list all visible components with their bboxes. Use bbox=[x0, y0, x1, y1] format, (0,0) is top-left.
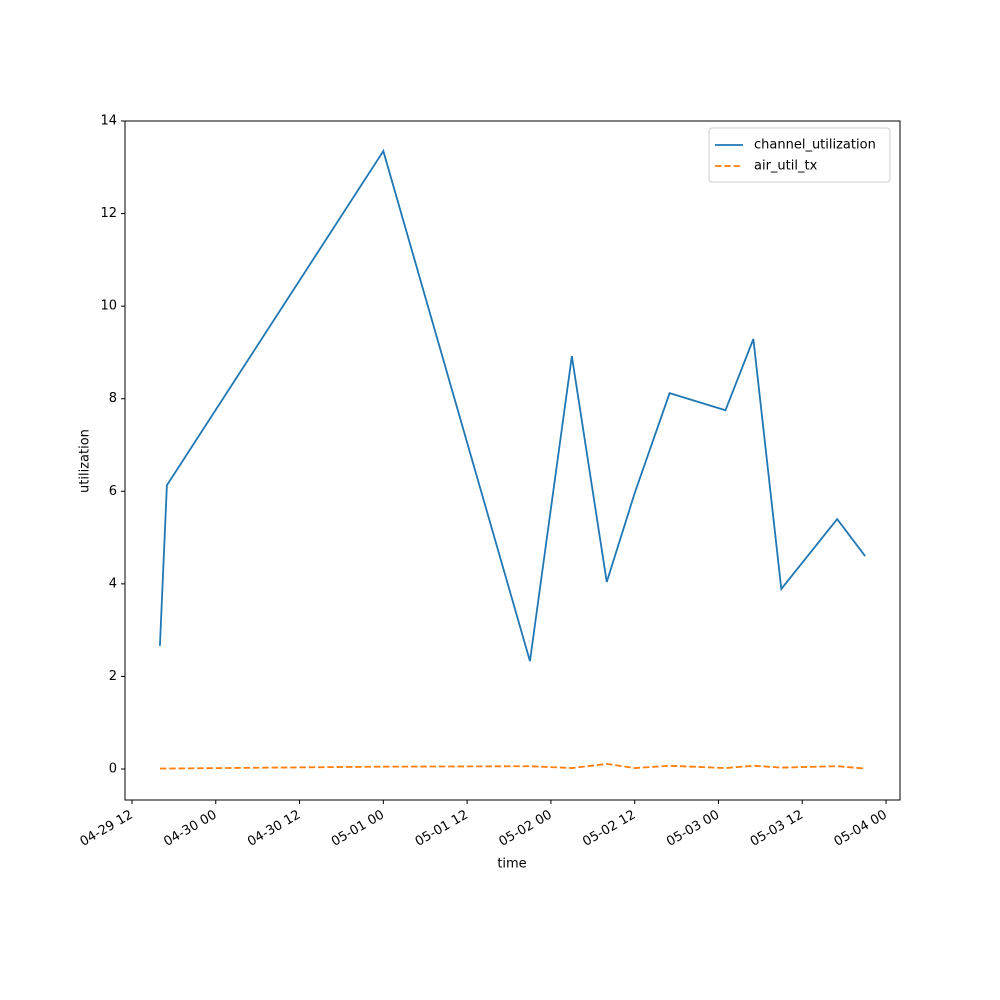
legend-box bbox=[708, 127, 891, 183]
y-tick-label: 12 bbox=[100, 206, 117, 221]
y-tick-label: 2 bbox=[109, 669, 117, 684]
y-tick-label: 10 bbox=[100, 299, 117, 314]
series-line bbox=[159, 762, 866, 770]
y-axis-label: utilization bbox=[78, 429, 93, 493]
series-line bbox=[159, 148, 866, 662]
x-axis-label: time bbox=[497, 857, 526, 872]
plot-frame bbox=[124, 120, 901, 801]
y-tick-label: 0 bbox=[109, 761, 117, 776]
y-tick-label: 6 bbox=[109, 484, 117, 499]
y-tick-label: 14 bbox=[100, 114, 117, 129]
legend-label: channel_utilization bbox=[754, 138, 876, 153]
legend-label: air_util_tx bbox=[754, 159, 818, 174]
y-tick-label: 4 bbox=[109, 576, 117, 591]
y-tick-label: 8 bbox=[109, 391, 117, 406]
